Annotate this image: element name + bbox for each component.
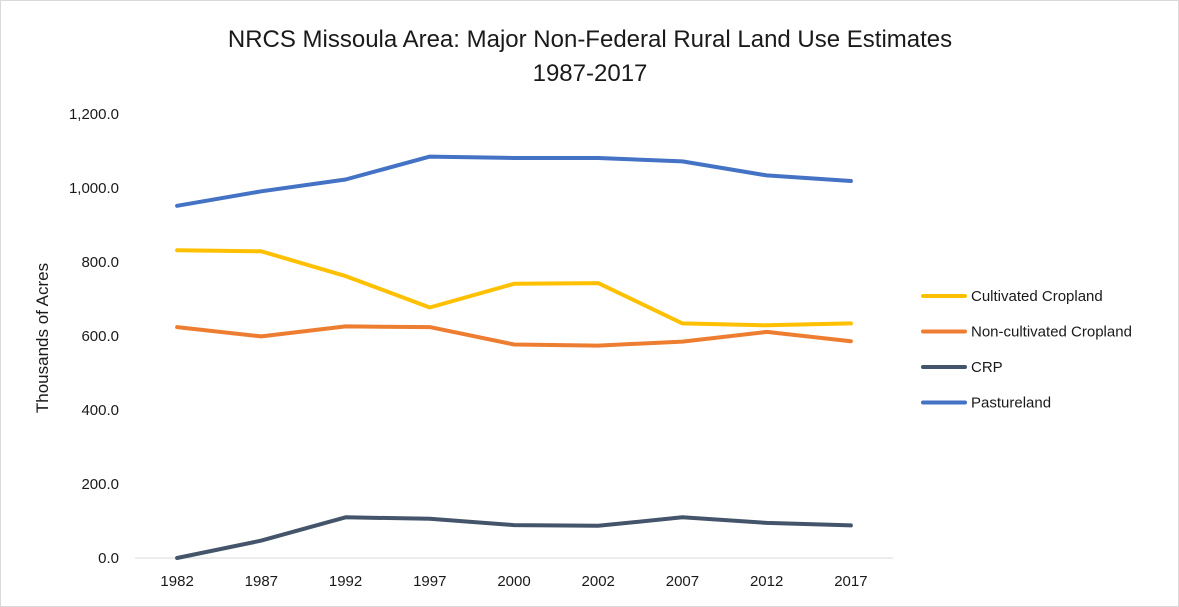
x-tick-label: 2000 — [497, 573, 530, 590]
y-tick-labels: 0.0 200.0 400.0 600.0 800.0 1,000.0 1,200.0 — [69, 106, 119, 567]
series-line-non-cultivated-cropland — [175, 324, 853, 348]
y-tick-label: 400.0 — [81, 402, 119, 419]
y-tick-label: 0.0 — [98, 550, 119, 567]
series-lines — [175, 154, 853, 560]
y-tick-label: 1,000.0 — [69, 180, 119, 197]
chart-subtitle: 1987-2017 — [533, 60, 648, 87]
x-tick-labels: 1982 1987 1992 1997 2000 2002 2007 2012 2017 — [160, 573, 867, 590]
x-tick-label: 1987 — [245, 573, 278, 590]
legend-label-crp: CRP — [971, 359, 1003, 376]
x-tick-label: 1982 — [160, 573, 193, 590]
y-tick-label: 800.0 — [81, 254, 119, 271]
y-tick-label: 200.0 — [81, 476, 119, 493]
legend: Cultivated Cropland Non-cultivated Cropla… — [921, 288, 1132, 412]
legend-label-non-cultivated-cropland: Non-cultivated Cropland — [971, 324, 1132, 341]
chart-title: NRCS Missoula Area: Major Non-Federal Ru… — [228, 26, 952, 53]
legend-label-pastureland: Pastureland — [971, 395, 1051, 412]
x-tick-label: 1997 — [413, 573, 446, 590]
series-line-crp — [175, 515, 853, 560]
y-tick-label: 1,200.0 — [69, 106, 119, 123]
y-axis-label: Thousands of Acres — [33, 263, 52, 413]
x-tick-label: 2012 — [750, 573, 783, 590]
series-line-pastureland — [175, 154, 853, 208]
x-tick-label: 2002 — [582, 573, 615, 590]
x-tick-label: 2017 — [834, 573, 867, 590]
y-tick-label: 600.0 — [81, 328, 119, 345]
x-tick-label: 2007 — [666, 573, 699, 590]
series-line-cultivated-cropland — [175, 248, 853, 328]
legend-label-cultivated-cropland: Cultivated Cropland — [971, 288, 1103, 305]
x-tick-label: 1992 — [329, 573, 362, 590]
